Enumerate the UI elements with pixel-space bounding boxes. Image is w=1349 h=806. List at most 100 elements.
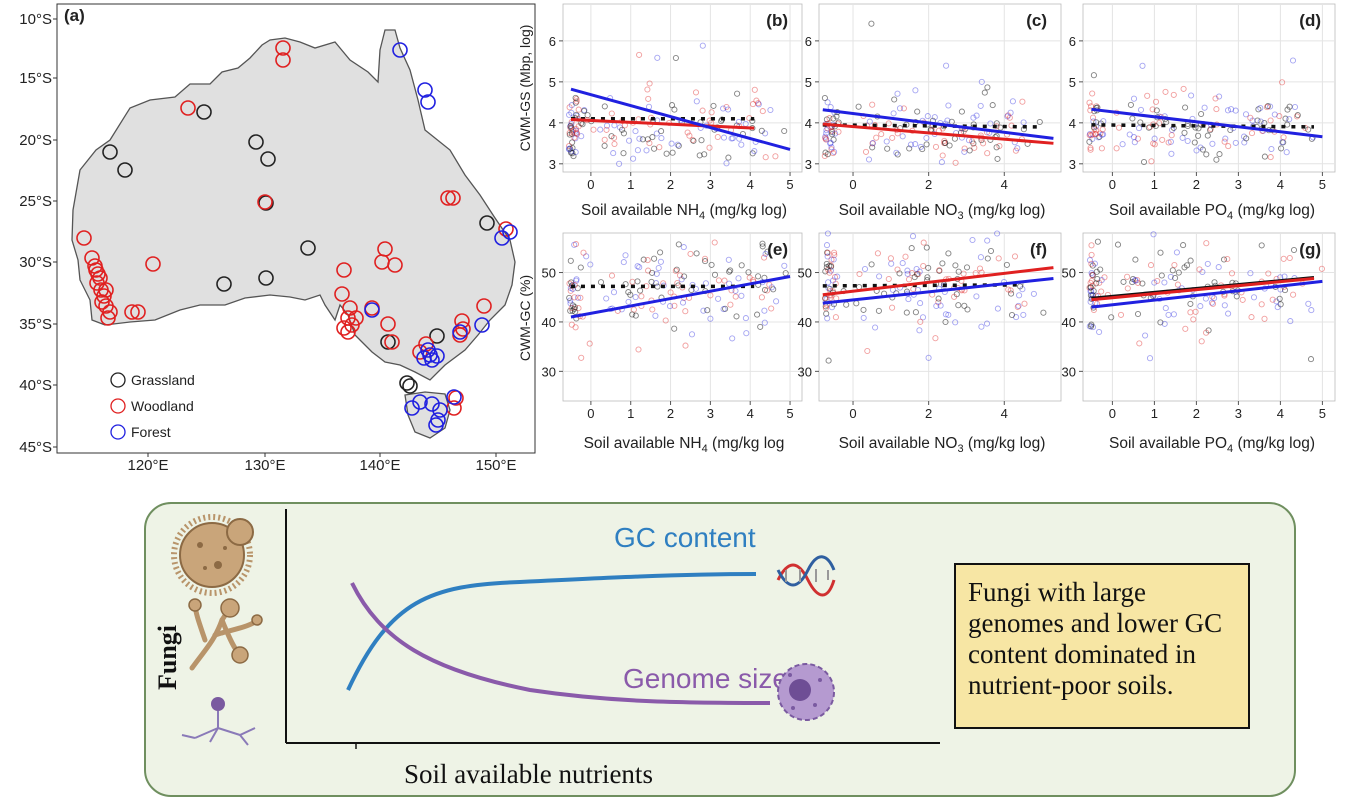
panel-label: (c) xyxy=(1026,11,1047,30)
data-point xyxy=(635,346,642,353)
plot-area xyxy=(818,232,1062,402)
data-point xyxy=(860,306,867,313)
data-point xyxy=(1221,302,1228,309)
data-point xyxy=(684,129,691,136)
data-point xyxy=(917,318,924,325)
data-point xyxy=(1205,327,1212,334)
fit-line-forest xyxy=(822,276,1054,305)
data-point xyxy=(961,302,968,309)
data-point xyxy=(1290,291,1297,298)
forest-site-marker xyxy=(502,224,518,240)
data-point xyxy=(1195,125,1202,132)
data-point xyxy=(1167,138,1174,145)
data-point xyxy=(571,134,578,141)
data-point xyxy=(1154,277,1161,285)
data-point xyxy=(1151,135,1158,142)
y-tick-label: 4 xyxy=(1069,116,1076,131)
data-point xyxy=(708,109,715,116)
data-point xyxy=(824,249,831,256)
forest-site-marker xyxy=(392,42,408,58)
data-point xyxy=(925,354,932,361)
data-point xyxy=(768,305,775,312)
data-point xyxy=(995,255,1002,262)
data-point xyxy=(1276,113,1283,120)
data-point xyxy=(1280,255,1287,262)
data-point xyxy=(662,317,669,324)
data-point xyxy=(761,254,768,261)
data-point xyxy=(912,141,919,148)
data-point xyxy=(1086,257,1094,264)
data-point xyxy=(666,303,674,310)
data-point xyxy=(865,156,873,163)
data-point xyxy=(1165,139,1172,146)
data-point xyxy=(1264,103,1271,110)
data-point xyxy=(1093,280,1100,287)
data-point xyxy=(920,262,927,270)
data-point xyxy=(905,296,912,303)
data-point xyxy=(720,306,727,313)
data-point xyxy=(644,257,651,264)
data-point xyxy=(1087,298,1094,305)
data-point xyxy=(883,138,890,145)
data-point xyxy=(828,256,835,263)
data-point xyxy=(1187,300,1194,307)
data-point xyxy=(936,267,943,274)
data-point xyxy=(1086,130,1094,138)
data-point xyxy=(653,270,660,277)
data-point xyxy=(692,285,699,292)
data-point xyxy=(973,293,980,300)
data-point xyxy=(1167,273,1174,280)
data-point xyxy=(1151,141,1158,148)
data-point xyxy=(566,104,573,111)
data-point xyxy=(620,259,627,266)
y-tick-label: 50 xyxy=(542,266,556,281)
data-point xyxy=(620,130,627,137)
data-point xyxy=(567,257,574,264)
y-tick-label: 3 xyxy=(549,157,556,172)
data-point xyxy=(572,135,579,142)
latitude-label: 30°S xyxy=(19,254,52,271)
data-point xyxy=(996,142,1003,150)
y-tick-label: 3 xyxy=(805,157,812,172)
data-point xyxy=(869,144,876,151)
data-point xyxy=(1157,319,1164,326)
data-point xyxy=(1095,134,1102,141)
x-tick-label: 4 xyxy=(1277,177,1284,192)
data-point xyxy=(569,302,577,309)
data-point xyxy=(976,265,984,272)
data-point xyxy=(1139,280,1146,287)
data-point xyxy=(1318,265,1325,272)
data-point xyxy=(912,87,919,94)
data-point xyxy=(1232,107,1239,114)
forest-site-marker xyxy=(446,389,462,405)
fungal-spore-icon xyxy=(171,514,254,596)
data-point xyxy=(692,89,700,96)
data-point xyxy=(825,285,832,292)
forest-site-marker xyxy=(424,396,440,412)
data-point xyxy=(1124,285,1131,292)
data-point xyxy=(831,148,838,155)
forest-site-marker xyxy=(404,400,420,416)
x-axis-label: Soil available NO3 (mg/kg log) xyxy=(839,202,1046,222)
data-point xyxy=(587,261,594,268)
data-point xyxy=(761,319,768,326)
data-point xyxy=(1286,116,1293,123)
data-point xyxy=(738,262,745,269)
y-tick-label: 4 xyxy=(805,116,812,131)
data-point xyxy=(1149,106,1156,113)
data-point xyxy=(1215,264,1222,271)
forest-site-marker xyxy=(420,94,436,110)
data-point xyxy=(781,262,788,269)
data-point xyxy=(994,155,1001,162)
data-point xyxy=(868,261,875,268)
data-point xyxy=(1145,124,1152,131)
data-point xyxy=(1086,99,1093,106)
data-point xyxy=(721,277,728,284)
data-point xyxy=(674,141,681,148)
data-point xyxy=(994,230,1001,237)
scatter-panel-d: 0 1 2 3 4 5 3 4 5 6 (d) Soil available PO4 (mg/kg l… xyxy=(1069,3,1336,222)
data-point xyxy=(1089,262,1096,269)
longitude-label: 140°E xyxy=(359,457,400,474)
data-point xyxy=(630,155,637,162)
